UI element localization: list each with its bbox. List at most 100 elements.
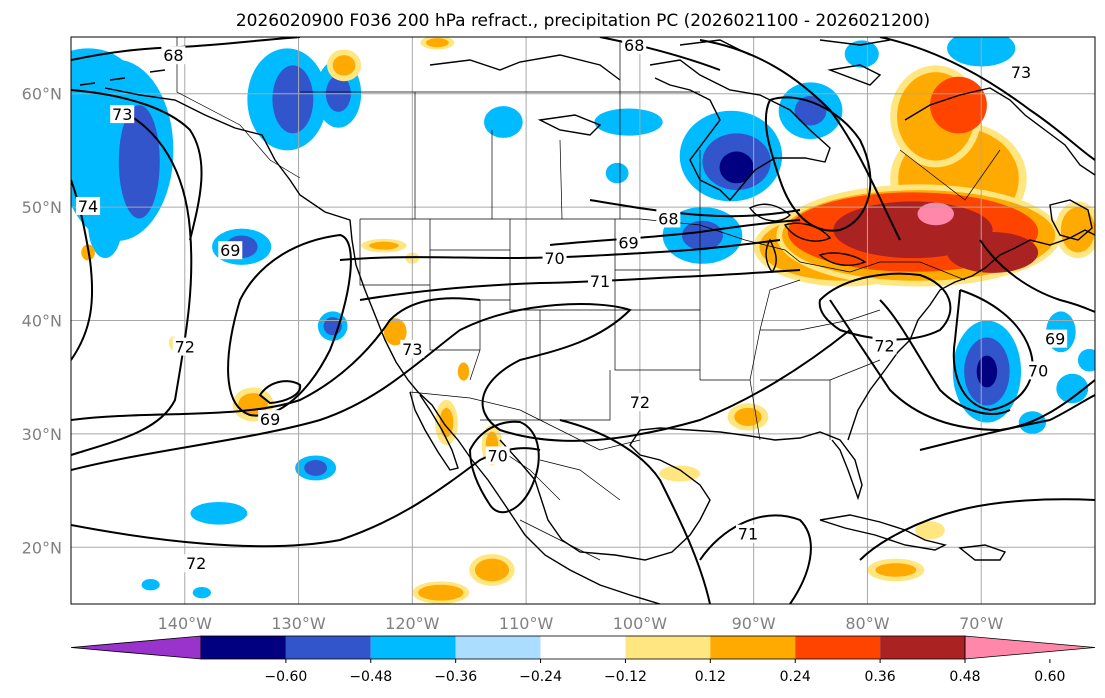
contour-label-bg bbox=[1009, 63, 1034, 82]
contour-71-caribbean bbox=[699, 514, 812, 604]
precip-area-5 bbox=[272, 65, 314, 134]
lon-tick-label: 130°W bbox=[271, 614, 326, 633]
precip-area-13 bbox=[304, 459, 327, 476]
lon-tick-label: 80°W bbox=[845, 614, 889, 633]
map-area: 68 68 73 73 74 69 68 69 70 71 72 73 72 72 70 69 69 70 72 71 bbox=[70, 36, 1096, 605]
precip-area-21 bbox=[794, 95, 827, 126]
precip-area-65 bbox=[418, 584, 464, 601]
contour-72-east bbox=[859, 498, 1095, 561]
atlantic-coast bbox=[847, 229, 1095, 441]
lon-tick-label: 120°W bbox=[385, 614, 440, 633]
colorbar-frame bbox=[200, 635, 966, 660]
precip-area-2 bbox=[71, 48, 134, 117]
mexico-states bbox=[499, 449, 621, 561]
precip-area-25 bbox=[484, 106, 523, 138]
colorbar-tick-label: −0.24 bbox=[519, 669, 562, 685]
lon-tick-label: 70°W bbox=[959, 614, 1003, 633]
colorbar-tick-label: −0.60 bbox=[264, 669, 307, 685]
contour-label-bg bbox=[656, 209, 681, 228]
contour-label: 74 bbox=[78, 197, 98, 216]
contour-label: 70 bbox=[487, 446, 507, 465]
contour-label-bg bbox=[485, 446, 510, 465]
mexico-border bbox=[409, 391, 641, 451]
contour-label-bg bbox=[400, 339, 425, 358]
contour-label-bg bbox=[110, 105, 135, 124]
colorbar-segment bbox=[710, 636, 796, 659]
precip-area-16 bbox=[192, 586, 211, 599]
contour-label-bg bbox=[616, 233, 641, 252]
contour-68-ne bbox=[599, 37, 721, 71]
precip-area-67 bbox=[734, 407, 762, 426]
contour-label: 72 bbox=[186, 554, 206, 573]
contour-label-bg bbox=[76, 196, 101, 215]
labrador-coast bbox=[904, 87, 1095, 176]
contour-label-bg bbox=[172, 337, 197, 356]
contour-label-bg bbox=[258, 410, 283, 429]
contour-label: 68 bbox=[163, 46, 183, 65]
contour-label: 69 bbox=[260, 410, 280, 429]
precip-area-30 bbox=[976, 355, 998, 388]
contour-72-central bbox=[71, 303, 851, 471]
precip-area-26 bbox=[605, 162, 629, 184]
newfoundland bbox=[1049, 199, 1093, 241]
precip-area-76 bbox=[425, 38, 449, 48]
colorbar-extend-low bbox=[70, 635, 202, 660]
contour-label-bg bbox=[1043, 329, 1068, 348]
colorbar-tick-label: 0.48 bbox=[949, 669, 980, 685]
contour-73-ne bbox=[879, 37, 1095, 161]
contour-label: 68 bbox=[624, 36, 644, 55]
precip-area-41 bbox=[930, 76, 987, 134]
precip-area-24 bbox=[594, 108, 663, 136]
contour-label-bg bbox=[542, 249, 567, 268]
contour-labels: 68 68 73 73 74 69 68 69 70 71 72 73 72 72 70 69 69 70 72 71 bbox=[76, 36, 1068, 573]
gulf-of-mexico-coast bbox=[499, 427, 863, 561]
hispaniola bbox=[958, 544, 1007, 561]
contour-ne-low bbox=[818, 272, 952, 341]
colorbar-tick-label: 0.60 bbox=[1034, 669, 1065, 685]
contour-closed-canada bbox=[764, 96, 872, 232]
precip-area-33 bbox=[1018, 411, 1047, 434]
precip-area-49 bbox=[917, 202, 954, 226]
precip-area-34 bbox=[1077, 348, 1095, 372]
lon-tick-label: 100°W bbox=[613, 614, 668, 633]
contour-71-east bbox=[829, 299, 1095, 432]
colorbar-segment bbox=[370, 636, 456, 659]
precip-area-48 bbox=[947, 232, 1039, 273]
contour-label: 70 bbox=[544, 249, 564, 268]
contour-72-atlantic bbox=[919, 394, 1095, 451]
lat-tick-label: 40°N bbox=[22, 312, 62, 331]
contour-72-west bbox=[71, 109, 193, 456]
contour-69-wave bbox=[549, 219, 801, 246]
precip-area-63 bbox=[474, 558, 510, 582]
precip-area-53 bbox=[369, 241, 399, 250]
contour-73-sw bbox=[71, 297, 481, 421]
contour-label: 73 bbox=[402, 340, 422, 359]
contour-label-bg bbox=[622, 37, 647, 54]
contour-68-wave bbox=[589, 199, 801, 218]
contour-label: 69 bbox=[220, 241, 240, 260]
precipitation-layer bbox=[71, 37, 1095, 604]
precip-area-19 bbox=[719, 151, 754, 184]
contour-label: 69 bbox=[618, 233, 638, 252]
lon-tick-label: 90°W bbox=[732, 614, 776, 633]
contour-70-east bbox=[879, 299, 1011, 415]
contour-label: 72 bbox=[175, 338, 195, 357]
contour-69-east bbox=[952, 289, 1034, 412]
contour-label: 71 bbox=[590, 272, 610, 291]
colorbar-extend-high bbox=[964, 635, 1096, 660]
great-lakes bbox=[748, 203, 867, 274]
lat-tick-label: 50°N bbox=[22, 198, 62, 217]
contour-70-wave bbox=[339, 239, 781, 261]
precip-area-71 bbox=[915, 521, 945, 540]
contour-73-north bbox=[71, 89, 203, 241]
baja-california bbox=[409, 391, 459, 471]
colorbar-segment bbox=[455, 636, 541, 659]
lat-tick-label: 60°N bbox=[22, 85, 62, 104]
contour-label-bg bbox=[588, 271, 613, 290]
precip-area-74 bbox=[332, 55, 356, 76]
colorbar-segment bbox=[540, 636, 626, 659]
colorbar-tick-label: 0.24 bbox=[780, 669, 811, 685]
axis-labels: 140°W 130°W 120°W 110°W 100°W 90°W 80°W 70°W 20°… bbox=[22, 85, 1004, 633]
colorbar-tick-label: 0.36 bbox=[865, 669, 896, 685]
